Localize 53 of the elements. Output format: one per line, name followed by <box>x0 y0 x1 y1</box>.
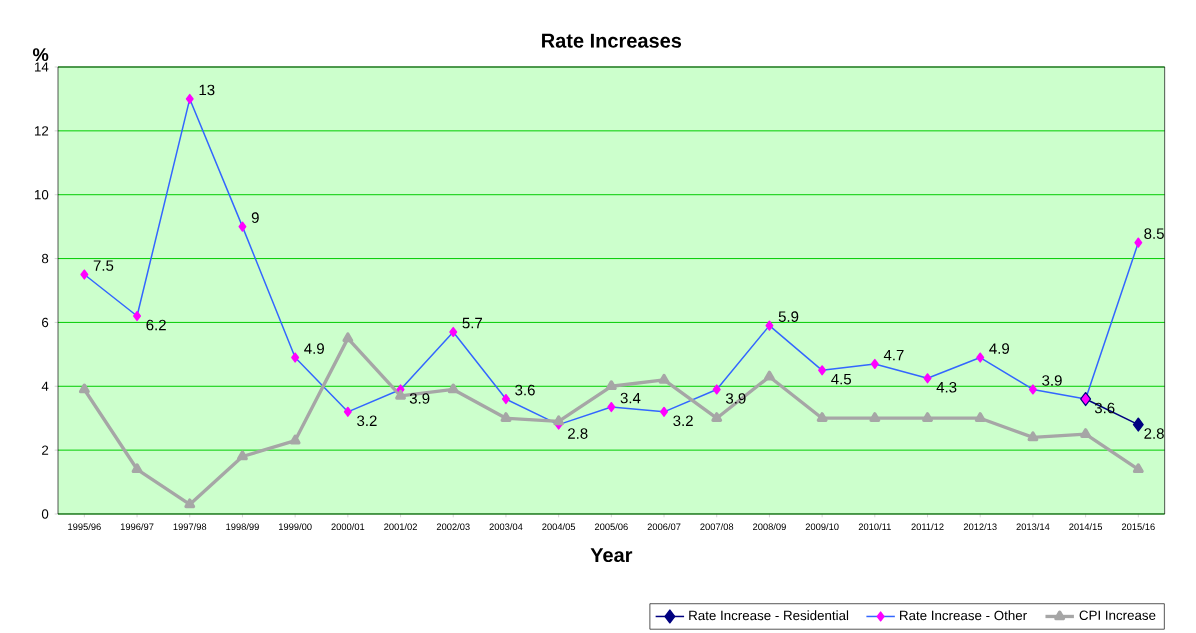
x-tick-label: 2009/10 <box>805 523 839 531</box>
x-tick-label: 1997/98 <box>173 523 207 531</box>
x-tick-label: 2007/08 <box>700 523 734 531</box>
x-tick-label: 2012/13 <box>963 523 997 531</box>
data-label: 13 <box>199 84 215 96</box>
y-tick-label: 4 <box>41 381 49 391</box>
chart-title: Rate Increases <box>542 33 682 48</box>
y-tick-label: 0 <box>41 509 49 519</box>
x-tick-label: 2000/01 <box>331 523 365 531</box>
data-label: 3.9 <box>1042 375 1062 386</box>
x-tick-label: 2006/07 <box>647 523 681 531</box>
data-label: 4.9 <box>989 343 1010 354</box>
x-tick-label: 2003/04 <box>489 523 523 531</box>
data-label: 4.7 <box>883 349 904 361</box>
x-tick-label: 1996/97 <box>120 523 154 531</box>
y-tick-label: 8 <box>41 253 49 264</box>
x-tick-label: 2011/12 <box>911 523 944 531</box>
x-tick-label: 2001/02 <box>384 523 417 531</box>
legend-label: Rate Increase - Residential <box>689 610 849 621</box>
data-label: 5.9 <box>778 311 799 322</box>
y-tick-label: 10 <box>34 189 49 200</box>
y-tick-label: 2 <box>42 445 49 455</box>
x-tick-label: 2015/16 <box>1121 523 1155 531</box>
data-label: 7.5 <box>93 260 114 271</box>
data-label: 2.8 <box>568 428 588 439</box>
y-tick-label: 6 <box>42 317 49 328</box>
x-tick-label: 2013/14 <box>1016 523 1050 531</box>
data-label: 3.9 <box>409 393 430 404</box>
x-tick-label: 2002/03 <box>436 523 470 531</box>
data-label: 3.6 <box>515 384 535 396</box>
data-label: 4.5 <box>831 373 852 385</box>
y-tick-label: 14 <box>34 62 49 72</box>
y-axis-title: % <box>32 48 49 62</box>
data-label: 3.9 <box>725 393 746 404</box>
x-tick-label: 1999/00 <box>278 523 312 531</box>
x-tick-label: 1995/96 <box>68 523 101 531</box>
data-label: 4.9 <box>304 343 324 354</box>
data-label: 2.8 <box>1144 428 1164 439</box>
x-tick-label: 2008/09 <box>753 523 786 531</box>
x-tick-label: 2004/05 <box>542 523 576 531</box>
x-tick-label: 2005/06 <box>594 523 628 531</box>
data-label: 8.5 <box>1144 228 1164 239</box>
data-label: 3.2 <box>357 415 377 427</box>
data-label: 3.4 <box>620 392 641 404</box>
legend-label: CPI Increase <box>1079 610 1156 620</box>
x-tick-label: 2014/15 <box>1069 523 1103 531</box>
x-axis-title: Year <box>590 548 633 563</box>
x-tick-label: 2010/11 <box>858 523 891 531</box>
data-label: 3.2 <box>673 415 693 427</box>
data-label: 9 <box>251 212 259 223</box>
legend-label: Rate Increase - Other <box>900 610 1027 621</box>
y-tick-label: 12 <box>34 126 49 136</box>
x-tick-label: 1998/99 <box>226 523 259 531</box>
